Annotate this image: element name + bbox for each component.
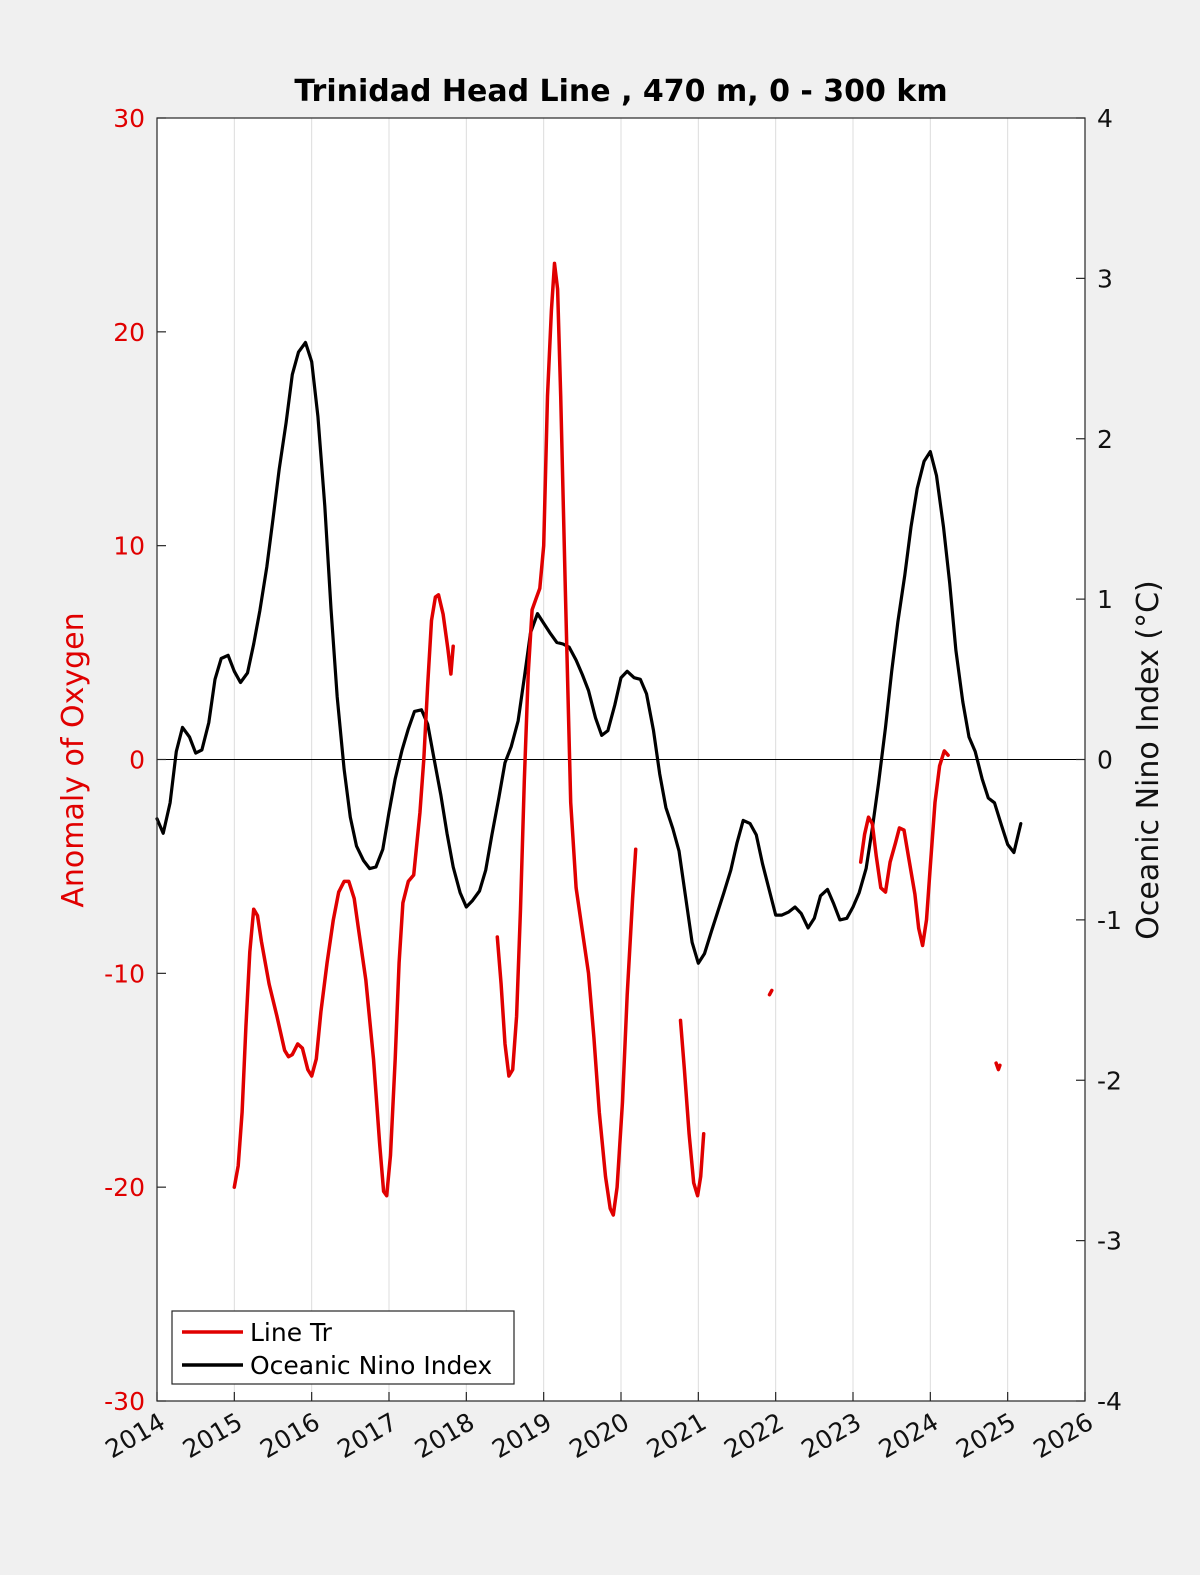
legend-label-oni: Oceanic Nino Index xyxy=(250,1351,492,1380)
series-line-line-tr-segment xyxy=(767,988,774,997)
y-tick-label-left: 10 xyxy=(113,532,145,561)
y-tick-label-left: 0 xyxy=(129,746,145,775)
y-tick-label-left: -10 xyxy=(104,959,145,988)
legend: Line Tr Oceanic Nino Index xyxy=(171,1310,515,1385)
y-axis-right-label: Oceanic Nino Index (°C) xyxy=(1131,580,1166,940)
y-tick-label-right: -4 xyxy=(1097,1387,1122,1416)
y-tick-label-right: -3 xyxy=(1097,1227,1122,1256)
series-line-line-tr-segment xyxy=(232,593,455,1198)
y-tick-label-right: 3 xyxy=(1097,264,1113,293)
y-axis-left-label: Anomaly of Oxygen xyxy=(56,612,91,907)
series-line-line-tr-segment xyxy=(858,749,950,948)
chart-title: Trinidad Head Line , 470 m, 0 - 300 km xyxy=(294,74,947,109)
y-tick-label-left: 20 xyxy=(113,318,145,347)
y-tick-label-left: -20 xyxy=(104,1173,145,1202)
y-tick-label-right: 4 xyxy=(1097,104,1113,133)
series-line-line-tr-segment xyxy=(994,1061,1002,1072)
series-line-line-tr-segment xyxy=(495,261,638,1217)
y-tick-label-left: 30 xyxy=(113,104,145,133)
series-line-oceanic-nino-index xyxy=(155,340,1023,965)
series-line-line-tr-segment xyxy=(678,1018,706,1198)
y-tick-label-right: 2 xyxy=(1097,425,1113,454)
legend-label-line-tr: Line Tr xyxy=(250,1318,333,1347)
y-tick-label-right: 0 xyxy=(1097,746,1113,775)
series-layer xyxy=(155,261,1023,1217)
y-tick-label-left: -30 xyxy=(104,1387,145,1416)
y-tick-label-right: -2 xyxy=(1097,1066,1122,1095)
legend-box xyxy=(171,1310,515,1385)
y-tick-label-right: -1 xyxy=(1097,906,1122,935)
axis-ticks xyxy=(156,117,1086,1402)
y-tick-label-right: 1 xyxy=(1097,585,1113,614)
